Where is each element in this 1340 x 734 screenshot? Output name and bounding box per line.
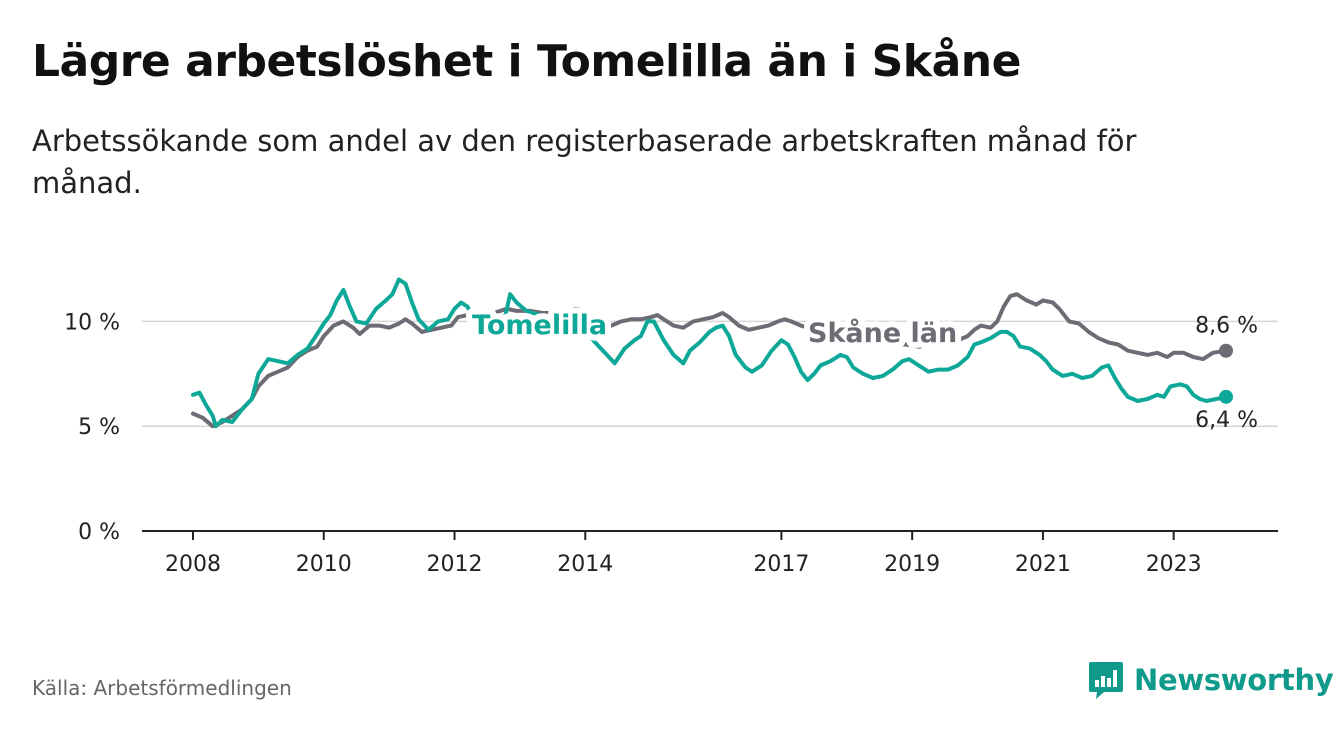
x-tick-label: 2014 xyxy=(557,552,613,577)
series-name-skane: Skåne län xyxy=(808,317,957,349)
x-tick-label: 2017 xyxy=(753,552,809,577)
series-line-tomelilla xyxy=(191,277,1228,429)
x-tick-label: 2012 xyxy=(427,552,483,577)
brand-name: Newsworthy xyxy=(1134,663,1334,697)
series-lines xyxy=(191,277,1228,429)
y-tick-label: 0 % xyxy=(78,520,120,545)
y-axis-labels: 0 % 5 % 10 % xyxy=(64,310,120,545)
y-tick-label: 10 % xyxy=(64,310,120,335)
source-note: Källa: Arbetsförmedlingen xyxy=(32,676,292,700)
x-tick-label: 2008 xyxy=(165,552,221,577)
series-name-halo: Skåne län xyxy=(808,317,957,349)
chart-title: Lägre arbetslöshet i Tomelilla än i Skån… xyxy=(32,36,1021,87)
bar-chart-speech-icon xyxy=(1089,662,1123,699)
end-point-skane xyxy=(1219,343,1233,358)
end-value-label: 6,4 % xyxy=(1195,408,1258,433)
end-point-tomelilla xyxy=(1219,389,1233,404)
x-axis: 2008 2010 2012 2014 2017 2019 2021 2023 xyxy=(142,530,1278,577)
series-line-skane xyxy=(191,292,1228,429)
chart-subtitle: Arbetssökande som andel av den registerb… xyxy=(32,124,1137,200)
x-tick-label: 2019 xyxy=(884,552,940,577)
end-value-label: 8,6 % xyxy=(1195,314,1258,339)
x-tick-label: 2010 xyxy=(296,552,352,577)
series-name-halo: Tomelilla xyxy=(472,310,607,341)
brand-logo: Newsworthy xyxy=(1088,660,1334,700)
line-chart: 2008 2010 2012 2014 2017 2019 2021 2023 0 % 5 % 1… xyxy=(64,277,1278,577)
y-tick-label: 5 % xyxy=(78,415,120,440)
x-tick-label: 2021 xyxy=(1015,552,1071,577)
x-tick-label: 2023 xyxy=(1146,552,1202,577)
series-name-tomelilla: Tomelilla xyxy=(472,310,607,341)
gridlines xyxy=(142,320,1278,427)
